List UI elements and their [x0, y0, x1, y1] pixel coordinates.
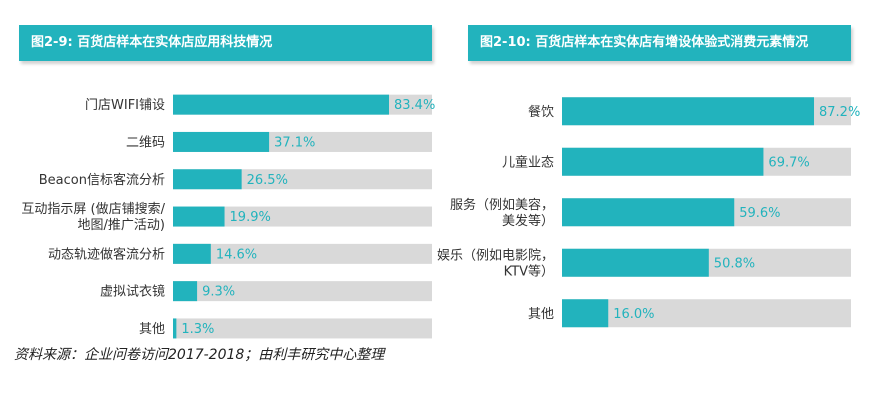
category-label: 二维码: [126, 135, 165, 150]
category-label: Beacon信标客流分析: [39, 172, 165, 188]
bar: [562, 147, 764, 176]
chart-left-title: 图2-9: 百货店样本在实体店应用科技情况: [19, 25, 432, 61]
category-label: 门店WIFI铺设: [85, 98, 165, 113]
category-label: 美发等）: [502, 213, 554, 229]
value-label: 9.3%: [202, 285, 235, 300]
bar-track: [173, 206, 432, 227]
category-label: 服务（例如美容，: [450, 197, 554, 213]
value-label: 37.1%: [274, 135, 315, 150]
bar-track: [173, 243, 432, 264]
value-label: 59.6%: [739, 206, 780, 221]
bar: [173, 281, 198, 302]
category-label: 娱乐（例如电影院，: [437, 247, 554, 263]
value-label: 1.3%: [181, 322, 214, 337]
category-label: 儿童业态: [502, 154, 554, 170]
value-label: 50.8%: [714, 256, 755, 271]
bar: [562, 299, 609, 328]
category-label: 虚拟试衣镜: [100, 284, 165, 300]
bar: [173, 206, 225, 227]
value-label: 83.4%: [394, 98, 435, 113]
bar: [173, 169, 242, 190]
category-label: 其他: [139, 322, 165, 337]
value-label: 16.0%: [613, 307, 654, 322]
bar: [173, 131, 270, 152]
category-label: 其他: [528, 307, 554, 322]
bar-track: [173, 281, 432, 302]
bar: [562, 97, 815, 126]
bar: [562, 198, 735, 227]
value-label: 19.9%: [230, 210, 271, 225]
category-label: 互动指示屏 (做店铺搜索/: [21, 202, 165, 217]
category-label: KTV等）: [504, 263, 554, 279]
value-label: 69.7%: [768, 155, 809, 170]
category-label: 动态轨迹做客流分析: [48, 246, 165, 262]
bar: [173, 243, 211, 264]
chart-right-title: 图2-10: 百货店样本在实体店有增设体验式消费元素情况: [468, 25, 851, 61]
source-note: 资料来源：企业问卷访问2017-2018；由利丰研究中心整理: [14, 347, 385, 363]
bar-track: [562, 299, 851, 328]
value-label: 87.2%: [819, 105, 860, 120]
value-label: 26.5%: [247, 173, 288, 188]
category-label: 地图/推广活动): [78, 218, 165, 233]
bar: [562, 248, 709, 277]
bar: [173, 94, 390, 115]
value-label: 14.6%: [216, 247, 257, 262]
category-label: 餐饮: [528, 104, 554, 120]
bar-track: [173, 318, 432, 339]
bar: [173, 318, 177, 339]
